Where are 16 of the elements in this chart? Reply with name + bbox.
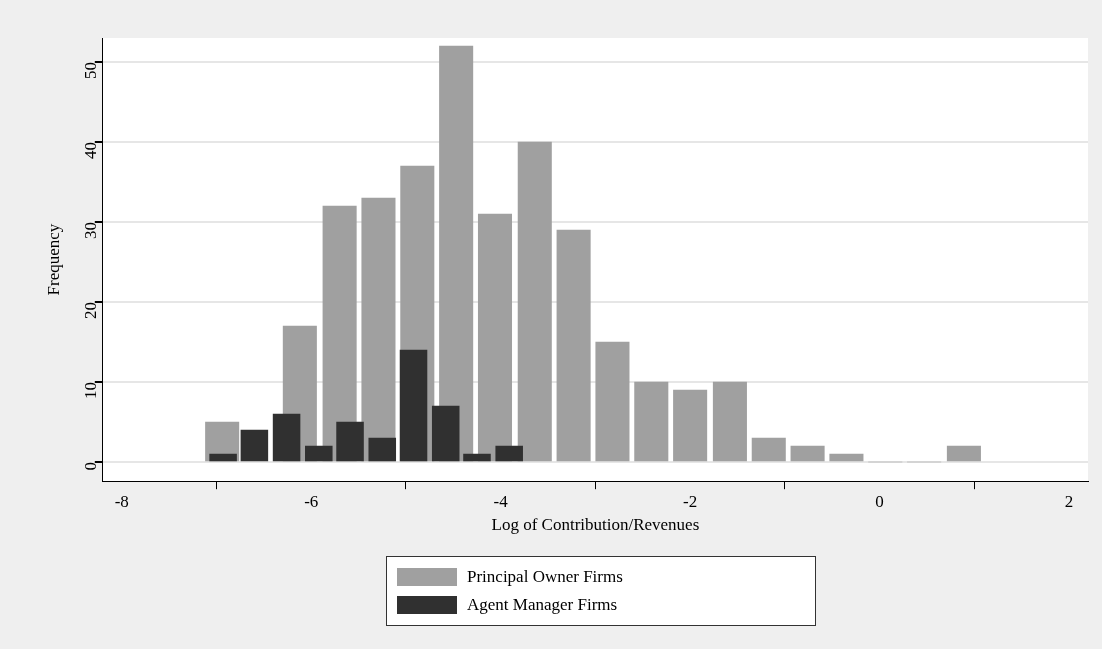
x-tick-label: 0 [875,491,884,511]
y-tick-label: 30 [81,222,101,239]
y-tick-label: 40 [81,142,101,159]
x-axis-title: Log of Contribution/Revenues [491,515,700,535]
x-tick-label: 2 [1064,491,1074,511]
x-tick-label: -2 [683,491,698,511]
x-tick-label: -8 [114,491,129,511]
x-tick-label: -6 [304,491,319,511]
y-tick-label: 20 [81,302,101,319]
legend-label: Agent Manager Firms [467,595,618,615]
y-axis-title: Frequency [43,223,63,296]
y-tick-label: 10 [81,382,101,399]
x-tick-label: -4 [493,491,509,511]
legend-label: Principal Owner Firms [467,567,623,587]
y-tick-label: 0 [81,462,101,471]
y-tick-label: 50 [81,62,101,79]
